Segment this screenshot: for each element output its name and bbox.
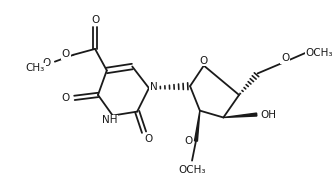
- Text: O: O: [61, 49, 70, 59]
- Polygon shape: [223, 113, 257, 117]
- Text: OCH₃: OCH₃: [178, 165, 206, 175]
- Polygon shape: [194, 111, 200, 141]
- Text: O: O: [61, 93, 70, 103]
- Text: O: O: [281, 53, 289, 63]
- Text: O: O: [145, 134, 153, 144]
- Text: CH₃: CH₃: [26, 63, 45, 73]
- Text: N: N: [150, 82, 158, 92]
- Text: OH: OH: [261, 110, 277, 120]
- Text: O: O: [91, 16, 99, 26]
- Text: O: O: [200, 56, 208, 66]
- Text: O: O: [42, 58, 50, 68]
- Text: O: O: [184, 136, 192, 146]
- Text: NH: NH: [102, 115, 118, 125]
- Text: OCH₃: OCH₃: [306, 48, 333, 58]
